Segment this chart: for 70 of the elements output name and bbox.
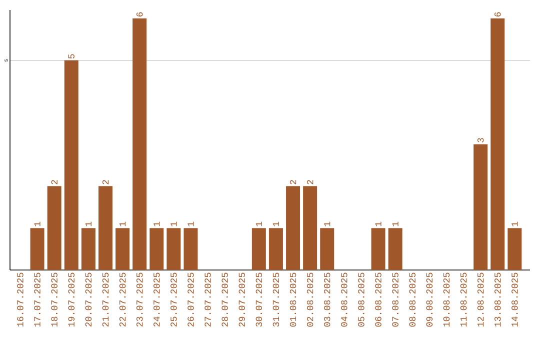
bar xyxy=(81,228,96,270)
x-tick-label: 21.07.2025 xyxy=(102,272,109,327)
x-tick-label: 09.08.2025 xyxy=(426,272,433,327)
data-label: 2 xyxy=(102,180,109,184)
data-label: 1 xyxy=(272,222,279,226)
data-label: 1 xyxy=(170,222,177,226)
bar xyxy=(388,228,402,270)
data-label: 6 xyxy=(494,12,501,17)
bar xyxy=(371,228,386,270)
x-tick-label: 19.07.2025 xyxy=(68,272,74,327)
bar xyxy=(320,228,334,270)
bar xyxy=(508,228,522,270)
x-tick-label: 27.07.2025 xyxy=(204,272,211,327)
data-label: 1 xyxy=(154,222,160,226)
x-tick-label: 08.08.2025 xyxy=(409,272,416,327)
x-tick-label: 26.07.2025 xyxy=(188,272,194,327)
x-tick-label: 23.07.2025 xyxy=(136,272,143,327)
x-tick-label: 12.08.2025 xyxy=(477,272,484,327)
x-tick-label: 13.08.2025 xyxy=(494,272,501,327)
bar xyxy=(132,18,147,270)
x-tick-label: 29.07.2025 xyxy=(238,272,245,327)
data-label: 3 xyxy=(477,138,484,142)
bar xyxy=(150,228,164,270)
data-label: 5 xyxy=(68,54,74,59)
bar xyxy=(98,186,112,270)
x-tick-label: 20.07.2025 xyxy=(85,272,92,327)
x-tick-label: 07.08.2025 xyxy=(392,272,398,327)
x-tick-label: 18.07.2025 xyxy=(51,272,58,327)
x-tick-label: 04.08.2025 xyxy=(341,272,348,327)
bar xyxy=(64,60,78,270)
bar xyxy=(166,228,181,270)
bar xyxy=(30,228,44,270)
data-label: 1 xyxy=(85,222,92,226)
x-tick-label: 30.07.2025 xyxy=(256,272,262,327)
data-label: 6 xyxy=(136,12,143,17)
bar xyxy=(184,228,198,270)
x-tick-label: 31.07.2025 xyxy=(272,272,280,327)
bar xyxy=(474,144,488,270)
data-label: 1 xyxy=(512,222,518,226)
x-tick-label: 03.08.2025 xyxy=(324,272,330,327)
data-label: 1 xyxy=(256,222,262,226)
data-label: 2 xyxy=(51,180,58,184)
bar xyxy=(303,186,318,270)
x-tick-label: 22.07.2025 xyxy=(119,272,126,327)
bar xyxy=(116,228,130,270)
data-label: 1 xyxy=(119,222,126,226)
data-label: 1 xyxy=(324,222,330,226)
x-tick-label: 25.07.2025 xyxy=(170,272,177,327)
x-tick-label: 28.07.2025 xyxy=(222,272,228,327)
data-label: 1 xyxy=(375,222,382,226)
data-label: 2 xyxy=(306,180,314,184)
x-tick-label: 01.08.2025 xyxy=(290,272,296,327)
x-tick-label: 24.07.2025 xyxy=(154,272,160,327)
bar xyxy=(490,18,505,270)
x-tick-label: 14.08.2025 xyxy=(512,272,518,327)
bar xyxy=(252,228,266,270)
data-label: 1 xyxy=(34,222,40,226)
x-tick-label: 16.07.2025 xyxy=(17,272,24,327)
bar xyxy=(286,186,300,270)
bar xyxy=(47,186,62,270)
x-tick-label: 05.08.2025 xyxy=(358,272,364,327)
bar xyxy=(268,228,283,270)
data-label: 2 xyxy=(290,180,296,184)
x-tick-label: 02.08.2025 xyxy=(306,272,314,327)
data-label: 1 xyxy=(188,222,194,226)
x-tick-label: 17.07.2025 xyxy=(34,272,40,327)
x-tick-label: 06.08.2025 xyxy=(375,272,382,327)
x-tick-label: 11.08.2025 xyxy=(460,272,467,327)
data-label: 1 xyxy=(392,222,398,226)
x-tick-label: 10.08.2025 xyxy=(443,272,450,327)
